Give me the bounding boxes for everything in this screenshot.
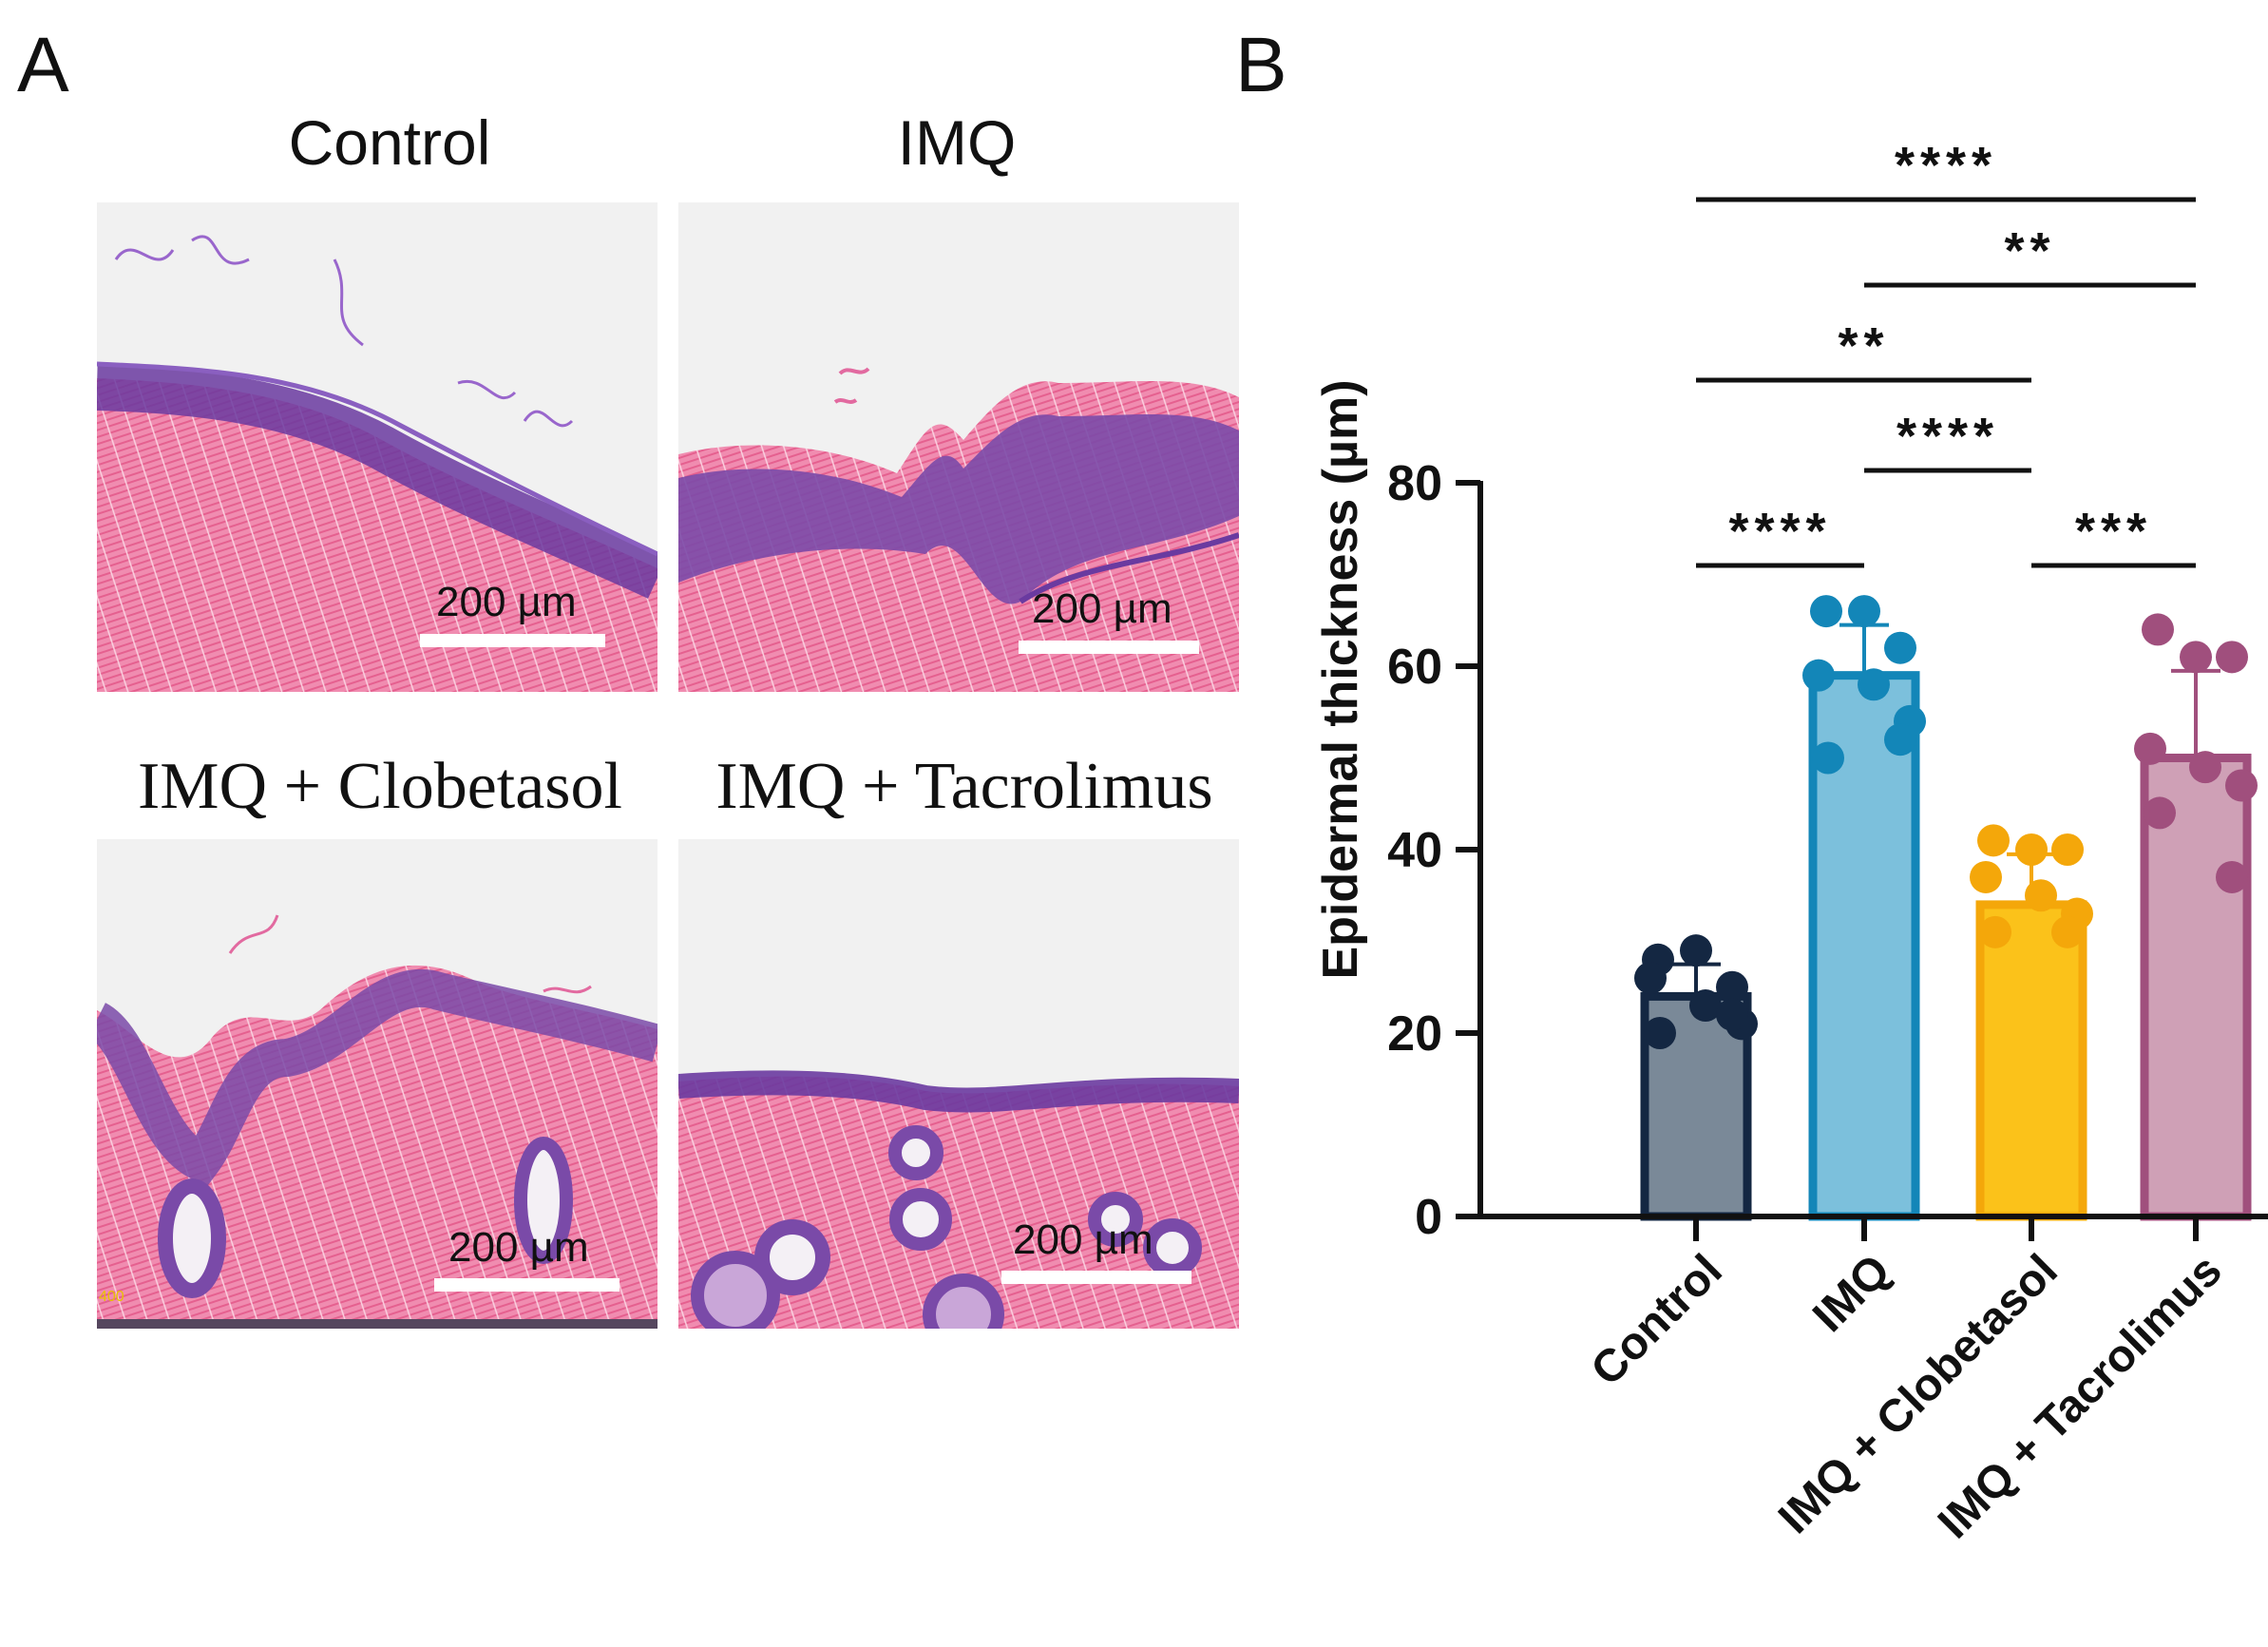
data-point-1-0	[1810, 595, 1842, 628]
data-point-1-4	[1858, 668, 1890, 701]
scale-label-imq-tacrolimus: 200 µm	[1013, 1216, 1153, 1263]
title-imq-clobetasol: IMQ + Clobetasol	[138, 750, 622, 823]
micrograph-control: 200 µm	[97, 202, 658, 692]
y-tick-label-40: 40	[1387, 823, 1442, 878]
x-tick-label-0: Control	[1582, 1245, 1732, 1395]
bars-layer	[1634, 595, 2258, 1221]
scale-bar-imq	[1019, 641, 1199, 654]
title-imq-tacrolimus: IMQ + Tacrolimus	[715, 750, 1213, 823]
data-point-0-6	[1644, 1017, 1676, 1049]
panel-b-letter: B	[1235, 22, 1287, 108]
micrograph-imq-clobetasol: 200 µm 400	[97, 839, 658, 1329]
sig-label-0: ****	[1895, 137, 1997, 194]
scale-bar-imq-tacrolimus	[1001, 1271, 1191, 1284]
data-point-1-3	[1802, 659, 1835, 692]
data-point-3-6	[2144, 796, 2176, 830]
data-point-3-7	[2216, 860, 2248, 893]
sig-label-5: ***	[2075, 503, 2152, 560]
bar-3	[2140, 754, 2252, 1221]
data-point-0-2	[1716, 970, 1748, 1004]
micrograph-imq: 200 µm	[678, 202, 1239, 692]
data-point-3-1	[2180, 641, 2212, 674]
data-point-2-0	[1977, 824, 2010, 857]
data-point-0-4	[1689, 989, 1722, 1023]
bar-2	[1975, 900, 2087, 1221]
data-point-0-3	[1634, 962, 1667, 995]
data-point-1-6	[1812, 741, 1844, 775]
sig-label-3: ****	[1896, 408, 1999, 465]
y-tick-label-20: 20	[1387, 1006, 1442, 1062]
scale-label-imq-clobetasol: 200 µm	[448, 1224, 589, 1271]
scale-label-control: 200 µm	[436, 579, 577, 625]
micrograph-imq-art	[678, 202, 1239, 692]
data-point-1-1	[1848, 595, 1880, 628]
data-point-2-2	[2051, 833, 2084, 866]
sig-label-1: **	[2004, 222, 2055, 279]
y-tick-label-0: 0	[1415, 1190, 1442, 1245]
data-point-2-3	[1970, 860, 2002, 893]
scale-bar-imq-clobetasol	[434, 1278, 619, 1292]
data-point-2-7	[2051, 915, 2084, 948]
micrograph-imq-clobetasol-art	[97, 839, 658, 1329]
scale-label-imq: 200 µm	[1032, 585, 1172, 632]
data-point-3-3	[2134, 732, 2166, 765]
data-point-3-2	[2216, 641, 2248, 674]
micrograph-imq-tacrolimus: 200 µm	[678, 839, 1239, 1329]
data-point-0-7	[1716, 998, 1748, 1031]
x-tick-label-1: IMQ	[1803, 1245, 1900, 1342]
significance-layer: **************** ***	[1696, 137, 2196, 568]
data-point-3-5	[2225, 769, 2258, 802]
micrograph-imq-tacrolimus-art	[678, 839, 1239, 1329]
title-imq: IMQ	[897, 107, 1017, 178]
x-tick-label-3: IMQ + Tacrolimus	[1929, 1245, 2232, 1548]
data-point-3-4	[2189, 751, 2221, 784]
sig-label-4: ****	[1728, 503, 1831, 560]
data-point-1-7	[1884, 723, 1916, 756]
data-point-1-2	[1884, 631, 1916, 664]
x-tick-label-2: IMQ + Clobetasol	[1769, 1245, 2068, 1543]
scale-bar-control	[420, 634, 605, 647]
panel-a-letter: A	[17, 22, 69, 108]
corner-mark: 400	[99, 1289, 124, 1305]
data-point-0-1	[1680, 934, 1712, 967]
data-point-3-0	[2142, 613, 2174, 646]
data-point-2-1	[2015, 833, 2048, 866]
data-point-2-4	[2025, 879, 2057, 912]
micrograph-control-art	[97, 202, 658, 692]
data-point-2-6	[1979, 915, 2011, 948]
y-axis-label: Epidermal thickness (µm)	[1313, 379, 1368, 979]
y-tick-label-60: 60	[1387, 640, 1442, 695]
y-tick-label-80: 80	[1387, 456, 1442, 511]
sig-label-2: **	[1838, 317, 1889, 374]
title-control: Control	[288, 107, 491, 178]
